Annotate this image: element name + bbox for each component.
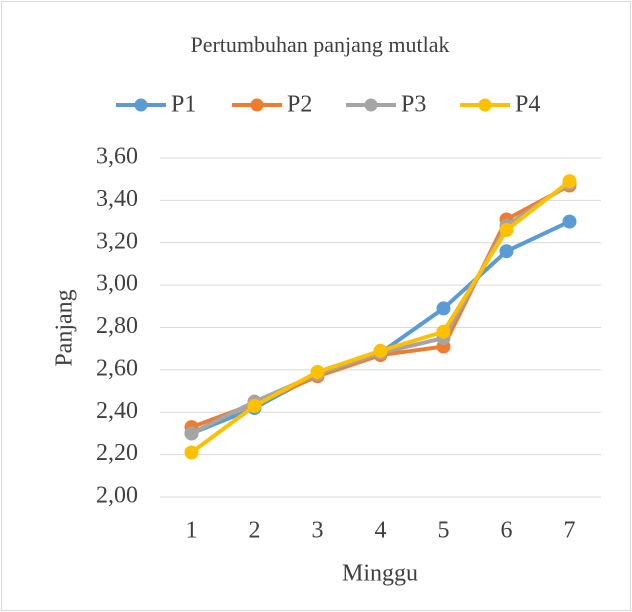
x-tick-label: 6 xyxy=(501,518,513,544)
y-tick-label: 3,60 xyxy=(96,144,138,170)
data-point xyxy=(562,214,577,229)
y-tick-label: 3,40 xyxy=(96,186,138,212)
y-tick-label: 2,00 xyxy=(96,483,138,509)
x-tick-label: 2 xyxy=(249,518,261,544)
data-point xyxy=(247,398,262,413)
x-tick-label: 1 xyxy=(186,518,198,544)
legend-label: P3 xyxy=(401,92,426,118)
data-point xyxy=(184,426,199,441)
legend-label: P4 xyxy=(515,92,540,118)
data-point xyxy=(436,301,451,316)
data-point xyxy=(184,445,199,460)
y-axis-title: Panjang xyxy=(52,289,78,366)
legend-label: P1 xyxy=(171,92,196,118)
legend-label: P2 xyxy=(287,92,312,118)
y-tick-label: 2,40 xyxy=(96,398,138,424)
x-tick-label: 3 xyxy=(312,518,324,544)
legend-marker xyxy=(134,98,148,112)
y-tick-label: 3,00 xyxy=(96,271,138,297)
legend-marker xyxy=(250,98,264,112)
legend-marker xyxy=(364,98,378,112)
chart-title: Pertumbuhan panjang mutlak xyxy=(190,32,449,57)
data-point xyxy=(499,244,514,259)
legend-marker xyxy=(478,98,492,112)
data-point xyxy=(499,223,514,238)
y-tick-label: 3,20 xyxy=(96,228,138,254)
x-tick-label: 4 xyxy=(375,518,387,544)
y-tick-label: 2,20 xyxy=(96,440,138,466)
data-point xyxy=(436,324,451,339)
x-axis-title: Minggu xyxy=(342,561,418,587)
x-tick-label: 5 xyxy=(438,518,450,544)
data-point xyxy=(562,174,577,189)
y-tick-label: 2,80 xyxy=(96,313,138,339)
data-point xyxy=(310,364,325,379)
data-point xyxy=(373,343,388,358)
y-tick-label: 2,60 xyxy=(96,355,138,381)
x-tick-label: 7 xyxy=(564,518,576,544)
